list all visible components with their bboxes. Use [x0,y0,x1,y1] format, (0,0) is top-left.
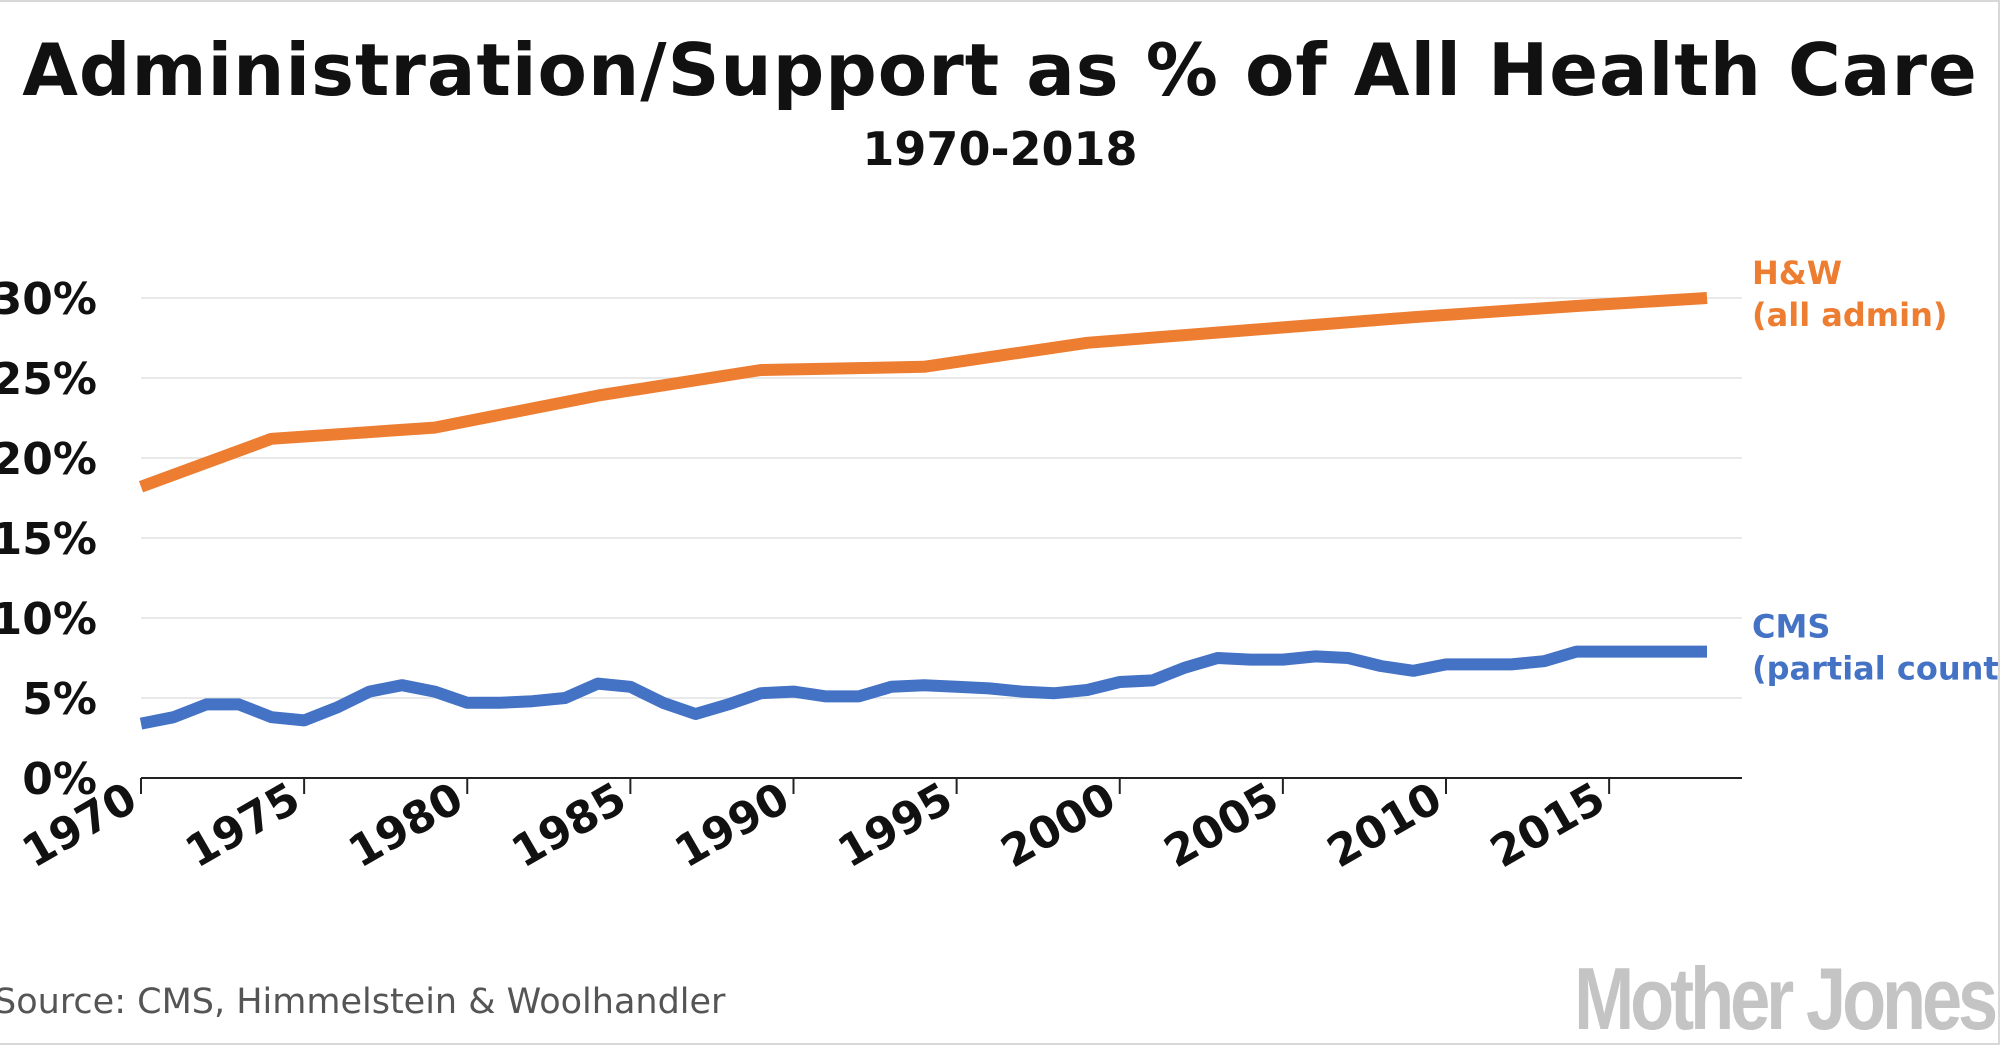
mother-jones-logo: Mother Jones [1574,949,1998,1048]
series-label-hw-all-admin-name: H&W [1752,254,1842,292]
chart-title: Administration/Support as % of All Healt… [22,28,1978,112]
y-tick-label-30: 30% [0,274,97,325]
y-tick-label-15: 15% [0,514,97,565]
x-tick-label-2000: 2000 [993,773,1125,878]
series-label-hw-all-admin-detail: (all admin) [1752,296,1948,334]
y-tick-label-0: 0% [22,754,97,805]
series-line-hw-all-admin [138,292,1708,493]
x-axis-tick-labels: 1970 1975 1980 1985 1990 1995 2000 2005 2010 2015 [14,773,1614,878]
x-tick-label-2010: 2010 [1319,773,1451,878]
y-tick-label-10: 10% [0,594,97,645]
y-tick-label-20: 20% [0,434,97,485]
chart-subtitle: 1970-2018 [862,122,1138,176]
x-axis [140,777,1742,794]
gridlines [141,297,1742,699]
series-label-cms-partial-count-detail: (partial count) [1752,650,2000,688]
x-tick-label-1980: 1980 [340,773,472,878]
x-tick-label-2015: 2015 [1482,773,1614,878]
series-labels: H&W (all admin) CMS (partial count) [1752,254,2000,688]
source-note: Source: CMS, Himmelstein & Woolhandler [0,982,726,1022]
series-lines [138,292,1708,730]
x-tick-label-2005: 2005 [1156,773,1288,878]
series-label-cms-partial-count-name: CMS [1752,608,1830,646]
y-axis-tick-labels: 0% 5% 10% 15% 20% 25% 30% [0,274,97,805]
y-tick-label-5: 5% [22,674,97,725]
x-tick-label-1990: 1990 [666,773,798,878]
x-tick-label-1975: 1975 [177,773,309,878]
x-tick-label-1995: 1995 [830,773,962,878]
series-line-cms-partial-count [139,645,1707,730]
y-tick-label-25: 25% [0,354,97,405]
x-tick-label-1985: 1985 [503,773,635,878]
